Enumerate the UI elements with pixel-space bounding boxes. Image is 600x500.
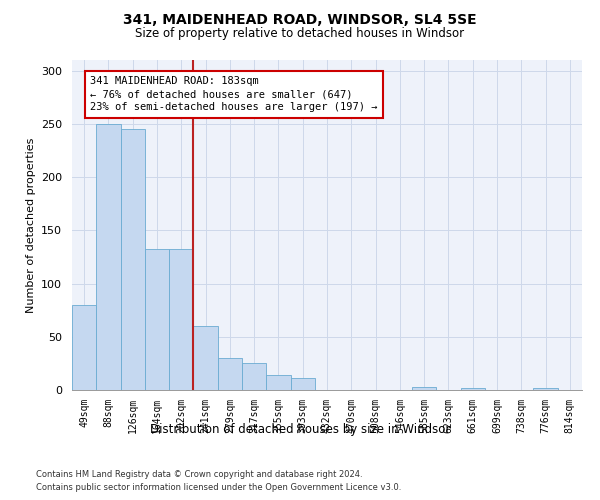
Bar xyxy=(145,250,169,390)
Bar xyxy=(290,378,315,390)
Y-axis label: Number of detached properties: Number of detached properties xyxy=(26,138,35,312)
Bar xyxy=(533,388,558,390)
Bar xyxy=(121,129,145,390)
Bar xyxy=(461,388,485,390)
Bar xyxy=(242,364,266,390)
Bar xyxy=(96,124,121,390)
Bar xyxy=(412,387,436,390)
Bar xyxy=(193,326,218,390)
Text: Size of property relative to detached houses in Windsor: Size of property relative to detached ho… xyxy=(136,28,464,40)
Text: 341 MAIDENHEAD ROAD: 183sqm
← 76% of detached houses are smaller (647)
23% of se: 341 MAIDENHEAD ROAD: 183sqm ← 76% of det… xyxy=(90,76,378,112)
Bar xyxy=(266,375,290,390)
Text: Contains public sector information licensed under the Open Government Licence v3: Contains public sector information licen… xyxy=(36,482,401,492)
Bar xyxy=(218,358,242,390)
Text: Contains HM Land Registry data © Crown copyright and database right 2024.: Contains HM Land Registry data © Crown c… xyxy=(36,470,362,479)
Bar xyxy=(72,305,96,390)
Text: 341, MAIDENHEAD ROAD, WINDSOR, SL4 5SE: 341, MAIDENHEAD ROAD, WINDSOR, SL4 5SE xyxy=(123,12,477,26)
Text: Distribution of detached houses by size in Windsor: Distribution of detached houses by size … xyxy=(150,422,450,436)
Bar xyxy=(169,250,193,390)
